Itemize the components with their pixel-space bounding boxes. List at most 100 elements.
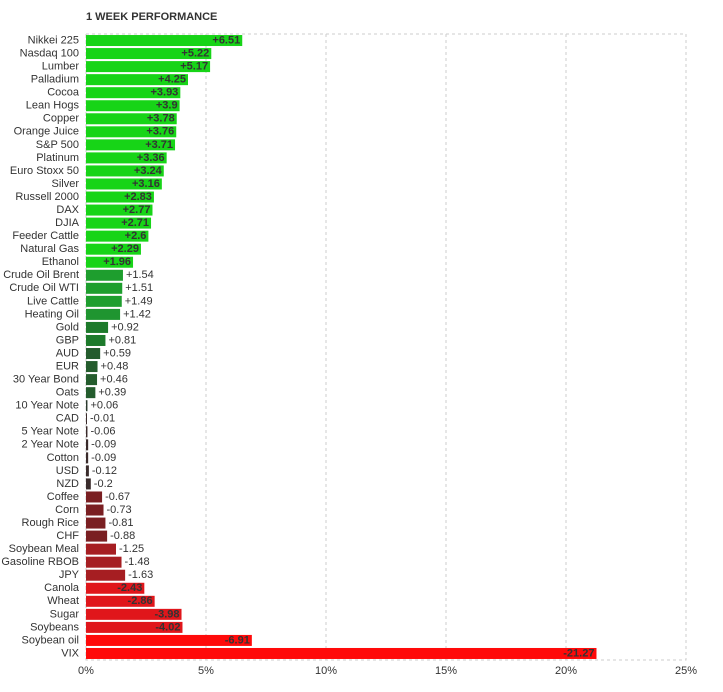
y-tick-label: Nasdaq 100	[20, 47, 79, 59]
bar	[86, 439, 89, 451]
y-tick-label: Euro Stoxx 50	[10, 165, 79, 177]
bar	[86, 491, 103, 503]
y-tick-label: Silver	[51, 178, 79, 190]
y-tick-label: VIX	[61, 647, 79, 659]
y-tick-label: Sugar	[50, 608, 80, 620]
bar	[86, 647, 597, 659]
y-tick-label: Soybean Meal	[9, 543, 79, 555]
bar	[86, 608, 182, 620]
y-tick-label: Platinum	[36, 152, 79, 164]
value-label: -0.12	[92, 465, 117, 477]
value-label: -4.02	[155, 621, 180, 633]
y-tick-label: Canola	[44, 582, 80, 594]
y-tick-label: Cotton	[47, 452, 79, 464]
value-label: +0.39	[98, 387, 126, 399]
bar	[86, 634, 252, 646]
y-tick-label: Corn	[55, 504, 79, 516]
value-label: +1.42	[123, 308, 151, 320]
bar	[86, 530, 108, 542]
y-tick-label: CHF	[56, 530, 79, 542]
y-tick-label: Rough Rice	[22, 517, 79, 529]
y-tick-label: Crude Oil Brent	[3, 269, 79, 281]
bar	[86, 269, 123, 281]
y-tick-label: Nikkei 225	[28, 34, 79, 46]
value-label: -0.73	[107, 504, 132, 516]
x-tick-label: 25%	[675, 665, 697, 677]
value-label: +2.77	[123, 204, 151, 216]
bar	[86, 452, 89, 464]
y-tick-label: Cocoa	[47, 87, 80, 99]
y-tick-label: Soybeans	[30, 621, 79, 633]
bar	[86, 348, 101, 360]
bar	[86, 569, 126, 581]
y-tick-label: Orange Juice	[14, 126, 79, 138]
y-tick-label: Palladium	[31, 74, 79, 86]
value-label: +3.9	[156, 100, 178, 112]
bar	[86, 35, 243, 47]
value-label: -21.27	[563, 647, 594, 659]
value-label: +3.78	[147, 113, 175, 125]
value-label: +2.71	[121, 217, 149, 229]
bar	[86, 204, 153, 216]
bar	[86, 426, 88, 438]
value-label: +2.29	[111, 243, 139, 255]
value-label: -0.67	[105, 491, 130, 503]
bar	[86, 256, 134, 268]
value-label: -0.09	[91, 439, 116, 451]
y-tick-label: Crude Oil WTI	[9, 282, 79, 294]
value-label: +2.83	[124, 191, 152, 203]
y-tick-label: Soybean oil	[22, 634, 80, 646]
value-label: +5.17	[180, 61, 208, 73]
y-tick-label: NZD	[56, 478, 79, 490]
value-label: +0.92	[111, 321, 139, 333]
bar	[86, 595, 155, 607]
value-label: +0.59	[103, 347, 131, 359]
y-tick-label: Lumber	[42, 61, 80, 73]
y-tick-label: Gold	[56, 321, 79, 333]
y-tick-label: JPY	[59, 569, 80, 581]
bar	[86, 387, 96, 399]
y-tick-label: CAD	[56, 413, 79, 425]
y-tick-label: Live Cattle	[27, 295, 79, 307]
y-tick-label: 5 Year Note	[22, 426, 80, 438]
value-label: +1.49	[125, 295, 153, 307]
y-tick-label: Natural Gas	[20, 243, 79, 255]
y-tick-label: Heating Oil	[25, 308, 79, 320]
bar	[86, 400, 88, 412]
bar	[86, 582, 145, 594]
value-label: -0.88	[110, 530, 135, 542]
y-tick-label: S&P 500	[36, 139, 79, 151]
y-tick-label: Russell 2000	[15, 191, 79, 203]
bar	[86, 621, 183, 633]
bar	[86, 308, 121, 320]
x-tick-label: 20%	[555, 665, 577, 677]
value-label: +0.06	[90, 400, 118, 412]
y-tick-label: 30 Year Bond	[13, 374, 79, 386]
value-label: +1.51	[125, 282, 153, 294]
value-label: +5.22	[181, 47, 209, 59]
value-label: -0.81	[108, 517, 133, 529]
value-label: +2.6	[125, 230, 147, 242]
value-label: +6.51	[212, 34, 240, 46]
bar	[86, 61, 211, 73]
value-label: +0.46	[100, 374, 128, 386]
x-tick-label: 15%	[435, 665, 457, 677]
value-label: -2.43	[117, 582, 142, 594]
y-tick-label: Gasoline RBOB	[1, 556, 79, 568]
x-tick-label: 10%	[315, 665, 337, 677]
y-tick-label: Wheat	[47, 595, 79, 607]
value-label: -3.98	[154, 608, 179, 620]
bar	[86, 139, 176, 151]
bar	[86, 217, 152, 229]
y-tick-label: Oats	[56, 387, 80, 399]
bar	[86, 152, 167, 164]
value-label: -0.09	[91, 452, 116, 464]
bar	[86, 178, 162, 190]
bar	[86, 556, 122, 568]
y-tick-label: AUD	[56, 347, 79, 359]
value-label: +3.76	[146, 126, 174, 138]
y-tick-label: Coffee	[47, 491, 79, 503]
y-tick-label: Feeder Cattle	[12, 230, 79, 242]
bar	[86, 74, 188, 86]
